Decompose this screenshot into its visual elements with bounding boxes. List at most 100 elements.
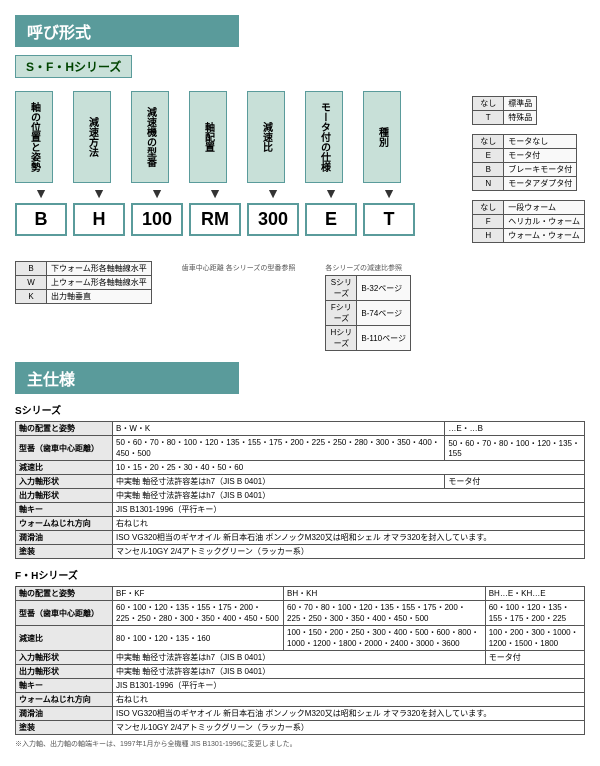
code-cell: H: [473, 229, 504, 243]
code-cell: B: [473, 163, 504, 177]
code-cell: W: [16, 276, 47, 290]
spec-value: BH…E・KH…E: [485, 587, 584, 601]
code-cell: F: [473, 215, 504, 229]
fh-spec-table: 軸の配置と姿勢BF・KFBH・KHBH…E・KH…E型番（歯車中心距離）60・1…: [15, 586, 585, 735]
col-head: 軸配置: [189, 91, 227, 183]
title-yobikeishiki: 呼び形式: [15, 15, 239, 47]
desc-cell: B-110ページ: [357, 326, 411, 351]
desc-cell: 一段ウォーム: [504, 201, 585, 215]
arrow-icon: ▼: [131, 185, 183, 201]
code-cell: E: [473, 149, 504, 163]
motor-table: なしモータなしEモータ付Bブレーキモータ付Nモータアダプタ付: [472, 134, 577, 191]
desc-cell: B-32ページ: [357, 276, 411, 301]
code-cell: Hシリーズ: [326, 326, 357, 351]
spec-value: 60・70・80・100・120・135・155・175・200・225・250…: [284, 601, 486, 626]
spec-value: ISO VG320相当のギヤオイル 新日本石油 ボンノックM320又は昭和シェル…: [113, 531, 585, 545]
s-series-heading: Sシリーズ: [15, 402, 585, 417]
spec-value: 60・100・120・135・155・175・200・225・250・280・3…: [113, 601, 284, 626]
series-badge: S・F・Hシリーズ: [15, 55, 132, 78]
code-box: T: [363, 203, 415, 236]
spec-label: 型番（歯車中心距離）: [16, 436, 113, 461]
desc-cell: B-74ページ: [357, 301, 411, 326]
spec-label: 塗装: [16, 721, 113, 735]
code-box: 100: [131, 203, 183, 236]
code-cell: なし: [473, 135, 504, 149]
spec-value: B・W・K: [113, 422, 445, 436]
code-cell: T: [473, 111, 504, 125]
desc-cell: 下ウォーム形各軸軸線水平: [47, 262, 152, 276]
desc-cell: モータ付: [504, 149, 577, 163]
desc-cell: 標準品: [504, 97, 537, 111]
spec-value: 中実軸 軸径寸法許容差はh7（JIS B 0401）: [113, 665, 585, 679]
desc-cell: 上ウォーム形各軸軸線水平: [47, 276, 152, 290]
spec-label: 出力軸形状: [16, 665, 113, 679]
spec-value: JIS B1301-1996（平行キー）: [113, 679, 585, 693]
col-head: 減速比: [247, 91, 285, 183]
code-box: E: [305, 203, 357, 236]
spec-value: ISO VG320相当のギヤオイル 新日本石油 ボンノックM320又は昭和シェル…: [113, 707, 585, 721]
spec-value: 右ねじれ: [113, 693, 585, 707]
code-cell: B: [16, 262, 47, 276]
spec-value: …E・…B: [445, 422, 585, 436]
code-cell: Sシリーズ: [326, 276, 357, 301]
arrow-icon: ▼: [189, 185, 241, 201]
col-head: モータ付の仕様: [305, 91, 343, 183]
spec-label: 潤滑油: [16, 531, 113, 545]
naming-columns: 軸の位置と姿勢▼B減速方法▼H減速機の型番▼100軸配置▼RM減速比▼300モー…: [15, 91, 415, 243]
code-box: 300: [247, 203, 299, 236]
arrow-icon: ▼: [73, 185, 125, 201]
spec-label: 潤滑油: [16, 707, 113, 721]
code-cell: なし: [473, 201, 504, 215]
type-note: 歯車中心距離 各シリーズの型番参照: [182, 261, 296, 351]
spec-value: JIS B1301-1996（平行キー）: [113, 503, 585, 517]
col-head: 減速機の型番: [131, 91, 169, 183]
legend-right: なし標準品T特殊品 なしモータなしEモータ付Bブレーキモータ付Nモータアダプタ付…: [472, 96, 585, 243]
spec-label: 塗装: [16, 545, 113, 559]
ratio-legend: 各シリーズの減速比参照 SシリーズB-32ページFシリーズB-74ページHシリー…: [325, 261, 411, 351]
code-box: H: [73, 203, 125, 236]
title-shiyou: 主仕様: [15, 362, 239, 394]
spec-value: 右ねじれ: [113, 517, 585, 531]
spec-label: 出力軸形状: [16, 489, 113, 503]
arrow-icon: ▼: [247, 185, 299, 201]
spec-label: ウォームねじれ方向: [16, 517, 113, 531]
pos-legend: B下ウォーム形各軸軸線水平W上ウォーム形各軸軸線水平K出力軸垂直: [15, 261, 152, 351]
spec-label: 減速比: [16, 626, 113, 651]
desc-cell: モータなし: [504, 135, 577, 149]
redux-table: なし一段ウォームFヘリカル・ウォームHウォーム・ウォーム: [472, 200, 585, 243]
spec-label: 型番（歯車中心距離）: [16, 601, 113, 626]
code-box: B: [15, 203, 67, 236]
spec-value: 100・150・200・250・300・400・500・600・800・1000…: [284, 626, 486, 651]
spec-value: 50・60・70・80・100・120・135・155・175・200・225・…: [113, 436, 445, 461]
spec-label: 軸キー: [16, 503, 113, 517]
s-spec-table: 軸の配置と姿勢B・W・K…E・…B型番（歯車中心距離）50・60・70・80・1…: [15, 421, 585, 559]
species-table: なし標準品T特殊品: [472, 96, 537, 125]
spec-value: 60・100・120・135・155・175・200・225: [485, 601, 584, 626]
code-cell: K: [16, 290, 47, 304]
arrow-icon: ▼: [363, 185, 415, 201]
spec-label: 減速比: [16, 461, 113, 475]
arrow-icon: ▼: [305, 185, 357, 201]
spec-label: ウォームねじれ方向: [16, 693, 113, 707]
code-cell: N: [473, 177, 504, 191]
desc-cell: 特殊品: [504, 111, 537, 125]
spec-value: マンセル10GY 2/4アトミックグリーン（ラッカー系）: [113, 721, 585, 735]
desc-cell: ヘリカル・ウォーム: [504, 215, 585, 229]
col-head: 減速方法: [73, 91, 111, 183]
spec-value: 10・15・20・25・30・40・50・60: [113, 461, 585, 475]
spec-label: 入力軸形状: [16, 475, 113, 489]
code-cell: Fシリーズ: [326, 301, 357, 326]
spec-value: 80・100・120・135・160: [113, 626, 284, 651]
col-head: 種別: [363, 91, 401, 183]
spec-value: 中実軸 軸径寸法許容差はh7（JIS B 0401）: [113, 489, 585, 503]
spec-label: 軸の配置と姿勢: [16, 587, 113, 601]
desc-cell: モータアダプタ付: [504, 177, 577, 191]
code-box: RM: [189, 203, 241, 236]
spec-value: BF・KF: [113, 587, 284, 601]
spec-value: 50・60・70・80・100・120・135・155: [445, 436, 585, 461]
arrow-icon: ▼: [15, 185, 67, 201]
spec-value: マンセル10GY 2/4アトミックグリーン（ラッカー系）: [113, 545, 585, 559]
spec-value: 中実軸 軸径寸法許容差はh7（JIS B 0401）: [113, 651, 486, 665]
footnote: ※入力軸、出力軸の軸端キーは、1997年1月から全機種 JIS B1301-19…: [15, 739, 585, 749]
spec-label: 入力軸形状: [16, 651, 113, 665]
